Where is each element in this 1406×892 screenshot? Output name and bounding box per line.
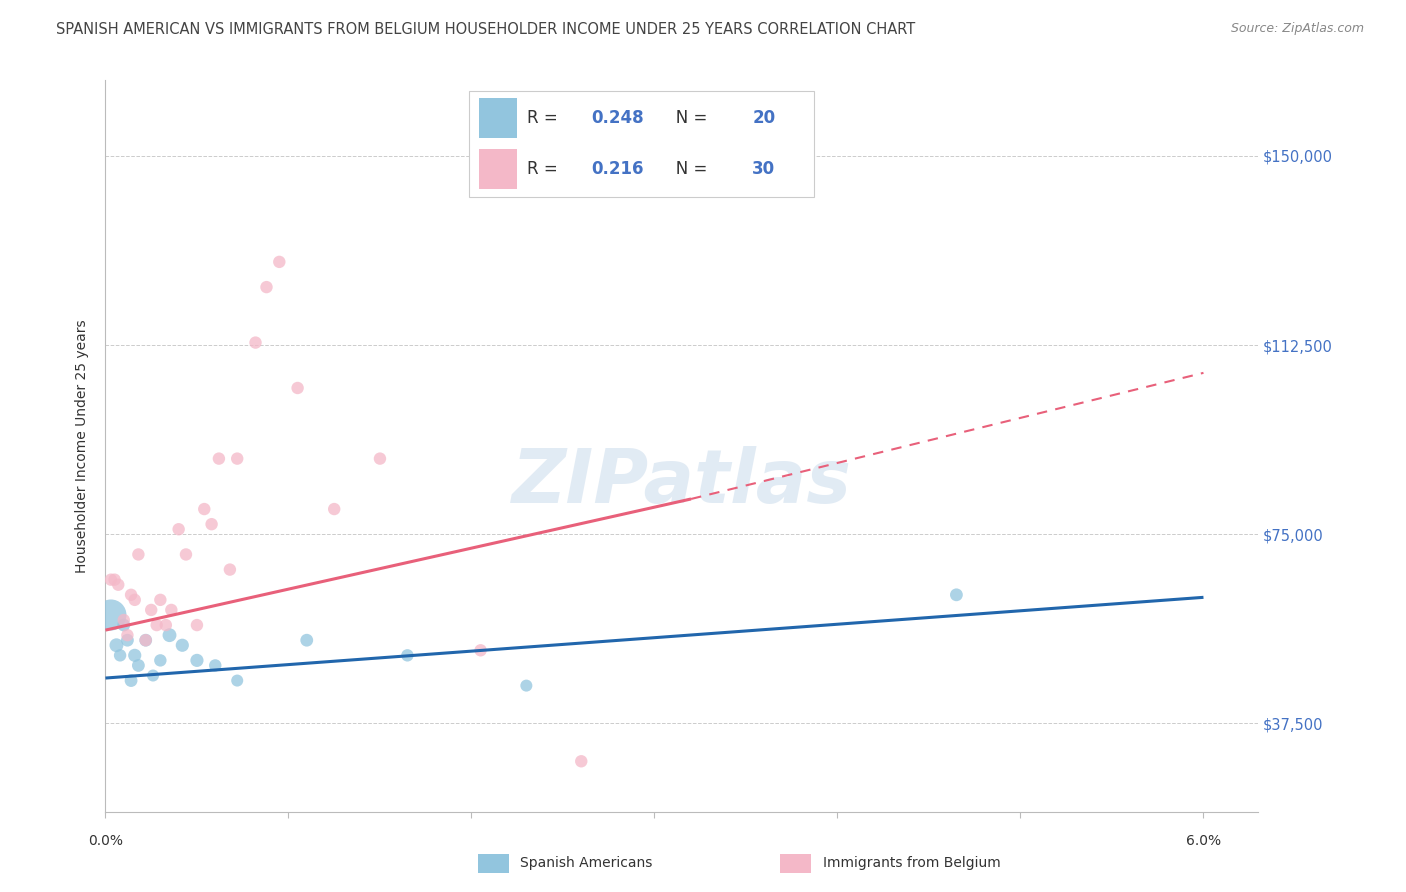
Point — [149, 592, 172, 607]
Point — [172, 638, 194, 652]
Point — [226, 451, 249, 466]
Point — [127, 658, 149, 673]
Text: 30: 30 — [752, 160, 775, 178]
Point — [120, 588, 142, 602]
Point — [193, 502, 215, 516]
Point — [269, 255, 291, 269]
Point — [107, 578, 129, 592]
Text: 20: 20 — [752, 109, 775, 127]
FancyBboxPatch shape — [479, 97, 517, 138]
Point — [100, 607, 122, 622]
Text: N =: N = — [659, 160, 713, 178]
Point — [104, 573, 127, 587]
Point — [124, 648, 146, 663]
Point — [127, 548, 149, 562]
Point — [287, 381, 309, 395]
Point — [295, 633, 318, 648]
Text: 6.0%: 6.0% — [1185, 834, 1220, 847]
Point — [945, 588, 967, 602]
Point — [396, 648, 419, 663]
Point — [120, 673, 142, 688]
Point — [159, 628, 181, 642]
Text: R =: R = — [527, 109, 564, 127]
Y-axis label: Householder Income Under 25 years: Householder Income Under 25 years — [76, 319, 90, 573]
Point — [108, 648, 131, 663]
Point — [141, 603, 163, 617]
Point — [100, 573, 122, 587]
Point — [135, 633, 157, 648]
Point — [112, 613, 135, 627]
Text: Immigrants from Belgium: Immigrants from Belgium — [823, 856, 1000, 871]
Point — [256, 280, 278, 294]
Point — [186, 618, 208, 632]
Point — [204, 658, 226, 673]
Point — [208, 451, 231, 466]
Point — [135, 633, 157, 648]
Point — [470, 643, 492, 657]
Text: 0.0%: 0.0% — [89, 834, 122, 847]
Text: SPANISH AMERICAN VS IMMIGRANTS FROM BELGIUM HOUSEHOLDER INCOME UNDER 25 YEARS CO: SPANISH AMERICAN VS IMMIGRANTS FROM BELG… — [56, 22, 915, 37]
Point — [142, 668, 165, 682]
Point — [186, 653, 208, 667]
Point — [160, 603, 183, 617]
Point — [174, 548, 197, 562]
Point — [226, 673, 249, 688]
Point — [245, 335, 267, 350]
Text: 0.216: 0.216 — [591, 160, 644, 178]
Point — [219, 563, 242, 577]
Point — [145, 618, 167, 632]
Point — [323, 502, 346, 516]
Text: Source: ZipAtlas.com: Source: ZipAtlas.com — [1230, 22, 1364, 36]
Point — [112, 618, 135, 632]
Text: R =: R = — [527, 160, 564, 178]
Point — [200, 517, 222, 532]
Text: Spanish Americans: Spanish Americans — [520, 856, 652, 871]
Point — [124, 592, 146, 607]
Point — [569, 754, 592, 768]
Point — [368, 451, 391, 466]
Point — [155, 618, 177, 632]
FancyBboxPatch shape — [468, 91, 814, 197]
Point — [515, 679, 537, 693]
Text: ZIPatlas: ZIPatlas — [512, 446, 852, 519]
Point — [149, 653, 172, 667]
Point — [117, 633, 139, 648]
Point — [117, 628, 139, 642]
FancyBboxPatch shape — [479, 149, 517, 189]
Point — [167, 522, 190, 536]
Text: 0.248: 0.248 — [591, 109, 644, 127]
Text: N =: N = — [659, 109, 713, 127]
Point — [105, 638, 128, 652]
